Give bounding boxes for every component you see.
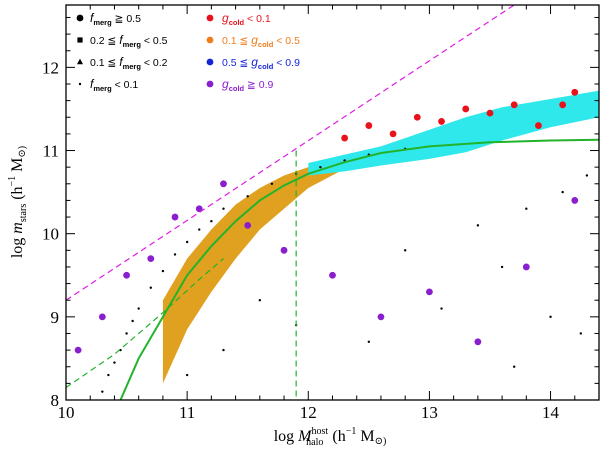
point-s1-0 xyxy=(185,373,189,377)
orange-band xyxy=(162,92,599,384)
point-s1-11 xyxy=(525,207,528,210)
point-s2-6 xyxy=(486,109,494,117)
legend-merg-marker xyxy=(77,58,83,65)
legend-cold-marker xyxy=(206,36,214,44)
legend-cold-label: gcold < 0.1 xyxy=(222,11,271,27)
point-s2-8 xyxy=(535,122,542,129)
point-s0-10 xyxy=(185,240,189,244)
x-axis-label: log Mhost halo (h−1 M⊙) xyxy=(274,426,387,448)
point-s3-4 xyxy=(171,213,179,221)
point-s0-12 xyxy=(210,220,213,223)
point-s0-13 xyxy=(222,207,225,210)
point-s1-8 xyxy=(476,224,480,227)
lines-layer xyxy=(66,5,599,400)
point-s0-17 xyxy=(319,165,322,169)
point-s3-3 xyxy=(147,255,155,263)
cyan-band xyxy=(308,90,599,176)
point-s3-5 xyxy=(195,205,203,213)
legend-merg-label: fmerg < 0.1 xyxy=(90,77,138,93)
point-s1-10 xyxy=(513,365,516,368)
legend-cold-label: 0.1 ≦ gcold < 0.5 xyxy=(222,33,300,49)
legend-merger-fraction: fmerg ≧ 0.5 0.2 ≦ fmerg < 0.5 0.1 ≦ fmerg … xyxy=(76,11,168,93)
point-s1-15 xyxy=(585,174,589,177)
legend-cold-marker xyxy=(206,80,214,88)
point-s0-7 xyxy=(149,286,152,289)
x-tick-label: 14 xyxy=(542,403,560,422)
point-s0-3 xyxy=(119,348,122,352)
point-s3-6 xyxy=(220,180,227,188)
legend-merg-label: 0.1 ≦ fmerg < 0.2 xyxy=(90,55,168,71)
point-s2-7 xyxy=(510,101,518,109)
point-s1-5 xyxy=(367,340,371,343)
x-tick-label: 10 xyxy=(58,403,75,422)
y-tick-label: 11 xyxy=(43,142,59,161)
mean-relation-line xyxy=(119,138,599,400)
point-s2-5 xyxy=(462,105,470,113)
point-s0-2 xyxy=(113,361,116,364)
point-s0-6 xyxy=(137,307,140,310)
y-tick-label: 8 xyxy=(51,391,60,410)
point-s0-4 xyxy=(125,332,128,335)
point-s0-11 xyxy=(198,228,201,231)
point-s0-15 xyxy=(270,182,274,185)
point-s2-2 xyxy=(389,130,397,138)
point-s0-9 xyxy=(173,253,177,256)
point-s3-0 xyxy=(74,346,82,354)
bands-layer xyxy=(162,90,599,384)
point-s0-1 xyxy=(107,373,110,377)
x-tick-label: 12 xyxy=(300,403,317,422)
legend-merg-label: 0.2 ≦ fmerg < 0.5 xyxy=(90,33,168,49)
point-s1-14 xyxy=(579,332,583,335)
point-s1-12 xyxy=(549,315,552,319)
point-s0-8 xyxy=(161,269,165,273)
point-s3-9 xyxy=(329,271,336,279)
point-s1-13 xyxy=(561,190,564,194)
point-s1-6 xyxy=(403,249,407,252)
point-s2-4 xyxy=(438,118,445,125)
legend: fmerg ≧ 0.5 0.2 ≦ fmerg < 0.5 0.1 ≦ fmerg … xyxy=(76,11,300,93)
point-s3-14 xyxy=(571,197,579,204)
y-tick-label: 10 xyxy=(42,225,59,244)
legend-cold-gas-fraction: gcold < 0.1 0.1 ≦ gcold < 0.5 0.5 ≦ gcold … xyxy=(206,11,300,93)
point-s2-10 xyxy=(571,88,579,96)
x-tick-label: 13 xyxy=(421,403,438,422)
point-s0-14 xyxy=(246,195,249,198)
point-s3-8 xyxy=(280,246,288,254)
ticks-layer: 10 11 12 13 14 8 9 10 11 12 xyxy=(42,5,600,422)
point-s2-3 xyxy=(413,113,421,121)
point-s3-7 xyxy=(244,221,252,229)
y-tick-label: 9 xyxy=(51,308,60,327)
point-s1-1 xyxy=(222,348,225,352)
legend-cold-marker xyxy=(206,58,214,66)
point-s3-12 xyxy=(474,338,482,346)
point-s1-9 xyxy=(500,265,504,269)
lower-dashed-line xyxy=(66,258,224,389)
legend-merg-marker xyxy=(77,37,83,43)
point-s2-1 xyxy=(365,122,373,129)
point-s3-1 xyxy=(98,313,106,321)
point-s3-13 xyxy=(522,263,530,271)
point-s3-11 xyxy=(426,288,433,296)
point-s2-9 xyxy=(559,101,567,109)
legend-cold-marker xyxy=(206,14,214,22)
legend-merg-label: fmerg ≧ 0.5 xyxy=(90,11,141,27)
point-s1-7 xyxy=(440,307,443,310)
point-s1-2 xyxy=(258,299,262,302)
point-s0-5 xyxy=(131,319,134,323)
legend-cold-label: 0.5 ≦ gcold < 0.9 xyxy=(222,55,300,71)
point-s2-0 xyxy=(341,134,349,142)
point-s0-0 xyxy=(101,390,104,393)
legend-merg-marker xyxy=(76,14,84,22)
points-layer xyxy=(74,88,589,393)
x-tick-label: 11 xyxy=(179,403,195,422)
point-s3-10 xyxy=(377,313,385,321)
y-axis-label: log mstars (h−1 M⊙) xyxy=(7,146,29,258)
point-s3-2 xyxy=(123,271,130,279)
legend-merg-marker xyxy=(78,82,82,86)
y-tick-label: 12 xyxy=(42,58,59,77)
legend-cold-label: gcold ≧ 0.9 xyxy=(222,77,273,93)
